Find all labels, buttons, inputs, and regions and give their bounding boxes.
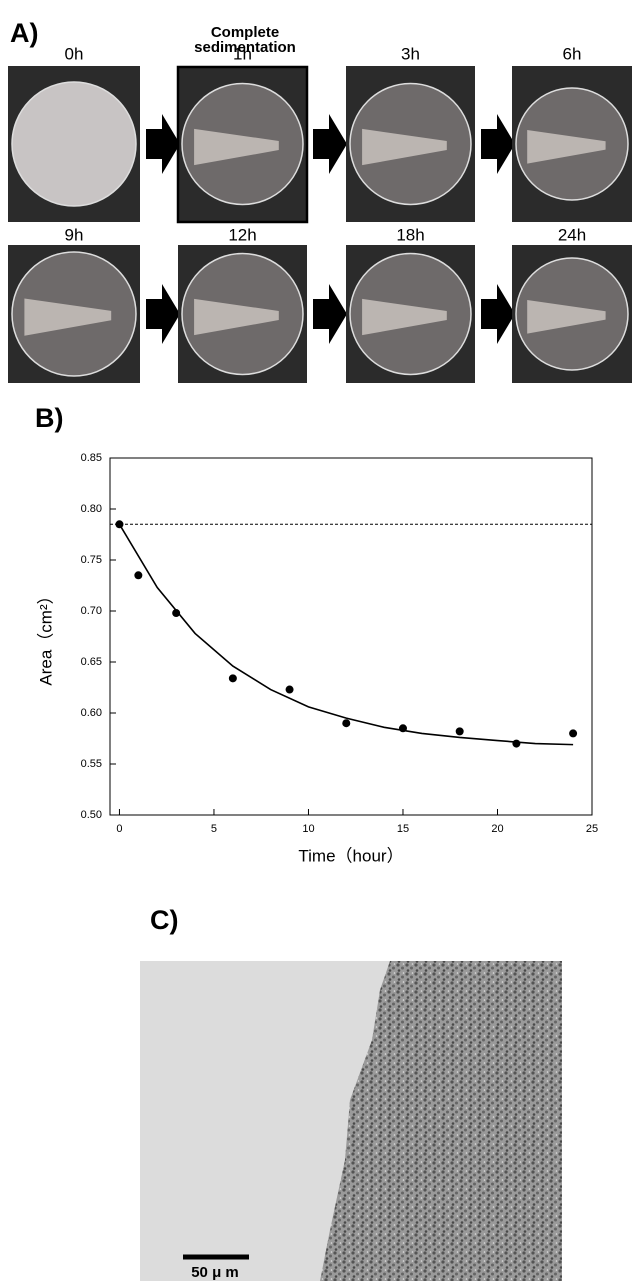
y-tick-label: 0.50 (81, 809, 102, 821)
data-point (228, 674, 237, 683)
x-tick-label: 5 (211, 823, 217, 835)
y-tick-label: 0.75 (81, 554, 102, 566)
y-axis-label: Area（cm²） (36, 587, 55, 685)
arrow (313, 114, 347, 174)
frame-label: 9h (65, 225, 84, 244)
plot-frame (109, 457, 593, 816)
highlight-box (176, 65, 309, 224)
data-point (398, 724, 407, 733)
frame-label: 1h (233, 44, 252, 63)
note: sedimentation (194, 39, 296, 56)
x-tick-label: 20 (491, 823, 503, 835)
frame-label: 24h (558, 225, 586, 244)
y-tick-label: 0.55 (81, 758, 102, 770)
sediment (194, 128, 279, 166)
sediment (527, 130, 606, 164)
cell-region (320, 961, 562, 1281)
sediment (24, 298, 112, 336)
panel-label: B) (35, 403, 64, 433)
arrow (146, 114, 180, 174)
data-point (455, 727, 464, 736)
y-tick-label: 0.70 (81, 605, 102, 617)
x-tick-label: 0 (116, 823, 122, 835)
data-point (342, 719, 351, 728)
data-point (115, 520, 124, 529)
data-point (285, 685, 294, 694)
x-tick-label: 15 (397, 823, 409, 835)
y-tick-label: 0.60 (81, 707, 102, 719)
data-point (569, 729, 578, 738)
frame-label: 18h (396, 225, 424, 244)
fit-curve (118, 523, 574, 746)
arrow (481, 114, 515, 174)
sediment (362, 128, 447, 166)
data-point (512, 739, 521, 748)
sediment (362, 298, 447, 336)
data-point (172, 609, 181, 618)
frame-label: 12h (228, 225, 256, 244)
frame-label: 6h (563, 44, 582, 63)
scale-label: 50 μ m (191, 1264, 239, 1281)
data-point (134, 571, 143, 580)
photo-grid: 0h 1h 3h 6h 9h 12h 18h 24h (8, 44, 632, 383)
x-axis-label: Time（hour） (298, 846, 403, 865)
x-tick-label: 25 (586, 823, 598, 835)
frame-label: 0h (65, 44, 84, 63)
panel-label: C) (150, 905, 179, 935)
x-tick-label: 10 (302, 823, 314, 835)
panel-label: A) (10, 18, 39, 48)
dish (11, 81, 137, 207)
y-tick-label: 0.80 (81, 503, 102, 515)
y-tick-label: 0.65 (81, 656, 102, 668)
note: Complete (211, 24, 279, 41)
y-tick-label: 0.85 (81, 452, 102, 464)
chart: 0.50 0.55 0.60 0.65 0.70 0.75 0.80 0.85 0 5 10 15 20… (36, 452, 598, 866)
arrow (146, 284, 180, 344)
arrow (313, 284, 347, 344)
sediment (194, 298, 279, 336)
frame-label: 3h (401, 44, 420, 63)
sediment (527, 300, 606, 334)
arrow (481, 284, 515, 344)
